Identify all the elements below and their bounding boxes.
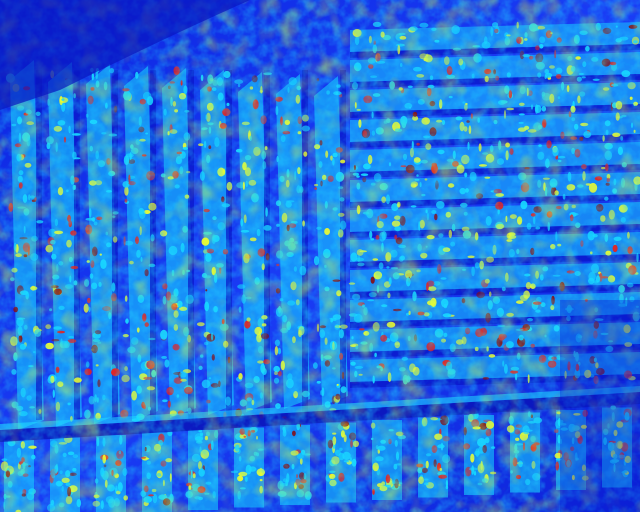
top-dark-corner [0,0,250,110]
right-edge-shadow [560,300,640,512]
